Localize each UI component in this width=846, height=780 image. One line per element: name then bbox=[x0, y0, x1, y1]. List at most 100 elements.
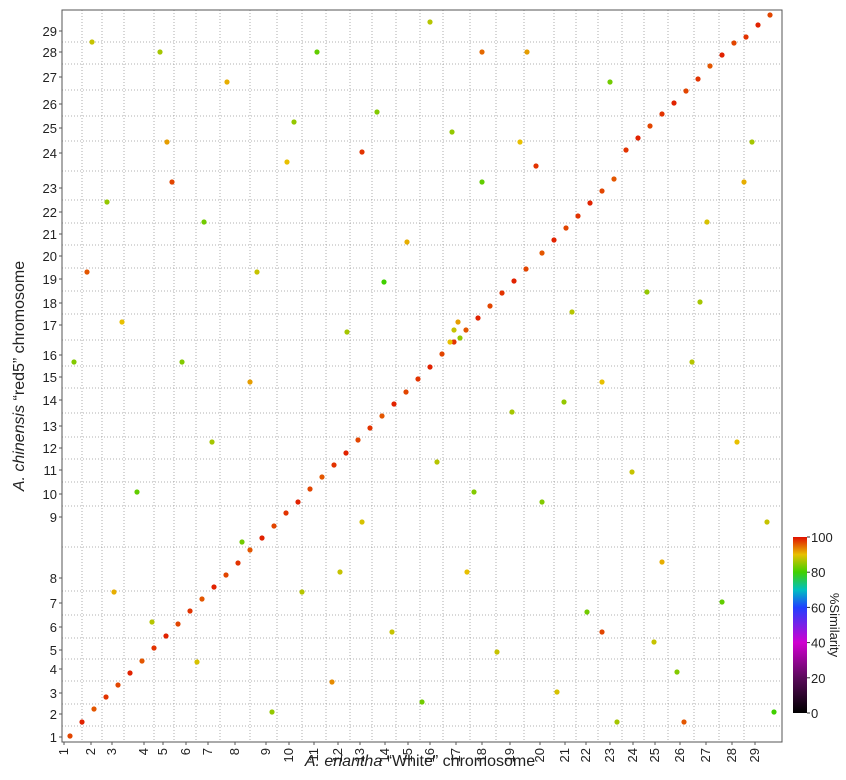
dot bbox=[419, 699, 425, 705]
x-tick-label: 9 bbox=[258, 748, 273, 755]
y-tick-label: 2 bbox=[50, 707, 57, 722]
dot bbox=[455, 319, 461, 325]
y-tick-label: 11 bbox=[44, 463, 58, 478]
y-axis-title: A. chinensis “red5” chromosome bbox=[11, 261, 28, 492]
dot bbox=[355, 437, 361, 443]
dot bbox=[523, 266, 529, 272]
dot bbox=[331, 462, 337, 468]
plot-frame bbox=[61, 9, 783, 743]
dot bbox=[163, 633, 169, 639]
x-tick-label: 22 bbox=[578, 748, 593, 762]
dot bbox=[611, 176, 617, 182]
dot bbox=[767, 12, 773, 18]
dot bbox=[659, 111, 665, 117]
dot bbox=[379, 413, 385, 419]
x-label-rest: “White” chromosome bbox=[387, 753, 536, 770]
dot bbox=[307, 486, 313, 492]
dot bbox=[84, 269, 90, 275]
y-tick-label: 1 bbox=[50, 730, 57, 745]
x-tick-label: 17 bbox=[448, 748, 463, 762]
dot bbox=[247, 547, 253, 553]
dot bbox=[563, 225, 569, 231]
dot bbox=[224, 79, 230, 85]
dot bbox=[187, 608, 193, 614]
dot bbox=[681, 719, 687, 725]
colorbar-tick-label: 20 bbox=[811, 671, 825, 686]
colorbar-tick-label: 0 bbox=[811, 706, 818, 721]
x-tick-label: 19 bbox=[502, 748, 517, 762]
dot bbox=[319, 474, 325, 480]
colorbar-tick-label: 40 bbox=[811, 636, 825, 651]
y-tick-label: 16 bbox=[43, 348, 57, 363]
dot bbox=[539, 250, 545, 256]
x-tick-label: 28 bbox=[724, 748, 739, 762]
dot bbox=[599, 379, 605, 385]
dot bbox=[139, 658, 145, 664]
dot bbox=[671, 100, 677, 106]
dot bbox=[71, 359, 77, 365]
dot bbox=[635, 135, 641, 141]
dot bbox=[239, 539, 245, 545]
dot bbox=[719, 599, 725, 605]
colorbar-tick-label: 100 bbox=[811, 530, 833, 545]
dot bbox=[659, 559, 665, 565]
dot bbox=[299, 589, 305, 595]
dot bbox=[464, 569, 470, 575]
y-tick-label: 8 bbox=[50, 571, 57, 586]
dot bbox=[381, 279, 387, 285]
dot bbox=[539, 499, 545, 505]
x-tick-label: 20 bbox=[532, 748, 547, 762]
y-tick-label: 28 bbox=[43, 45, 57, 60]
dot bbox=[314, 49, 320, 55]
x-tick-label: 1 bbox=[56, 748, 71, 755]
dot bbox=[447, 339, 453, 345]
x-tick-label: 18 bbox=[474, 748, 489, 762]
y-tick-label: 10 bbox=[43, 487, 57, 502]
y-tick-label: 20 bbox=[43, 249, 57, 264]
dot bbox=[511, 278, 517, 284]
dot bbox=[199, 596, 205, 602]
dot bbox=[271, 523, 277, 529]
dot bbox=[403, 389, 409, 395]
dot bbox=[179, 359, 185, 365]
y-tick-label: 4 bbox=[50, 662, 57, 677]
dot bbox=[575, 213, 581, 219]
dot bbox=[175, 621, 181, 627]
dot bbox=[254, 269, 260, 275]
colorbar-tick-label: 60 bbox=[811, 600, 825, 615]
x-tick-label: 11 bbox=[306, 748, 321, 762]
dot bbox=[157, 49, 163, 55]
x-tick-label: 5 bbox=[155, 748, 170, 755]
x-tick-label: 12 bbox=[330, 748, 345, 762]
dot bbox=[734, 439, 740, 445]
dot bbox=[755, 22, 761, 28]
dot bbox=[749, 139, 755, 145]
y-tick-label: 3 bbox=[50, 686, 57, 701]
x-tick-label: 13 bbox=[352, 748, 367, 762]
dot bbox=[209, 439, 215, 445]
x-tick-label: 21 bbox=[557, 748, 572, 762]
dot bbox=[127, 670, 133, 676]
dot bbox=[415, 376, 421, 382]
dot bbox=[457, 335, 463, 341]
y-tick-label: 23 bbox=[43, 181, 57, 196]
dot bbox=[569, 309, 575, 315]
dot bbox=[164, 139, 170, 145]
dot bbox=[269, 709, 275, 715]
dot bbox=[674, 669, 680, 675]
dot bbox=[367, 425, 373, 431]
dot bbox=[284, 159, 290, 165]
dot bbox=[707, 63, 713, 69]
y-tick-label: 9 bbox=[50, 510, 57, 525]
dot bbox=[344, 329, 350, 335]
y-tick-label: 12 bbox=[43, 441, 57, 456]
y-tick-label: 5 bbox=[50, 643, 57, 658]
dot bbox=[329, 679, 335, 685]
y-tick-label: 14 bbox=[43, 393, 57, 408]
dot bbox=[149, 619, 155, 625]
dot bbox=[689, 359, 695, 365]
dot bbox=[623, 147, 629, 153]
dot bbox=[119, 319, 125, 325]
y-tick-label: 19 bbox=[43, 272, 57, 287]
dot bbox=[201, 219, 207, 225]
